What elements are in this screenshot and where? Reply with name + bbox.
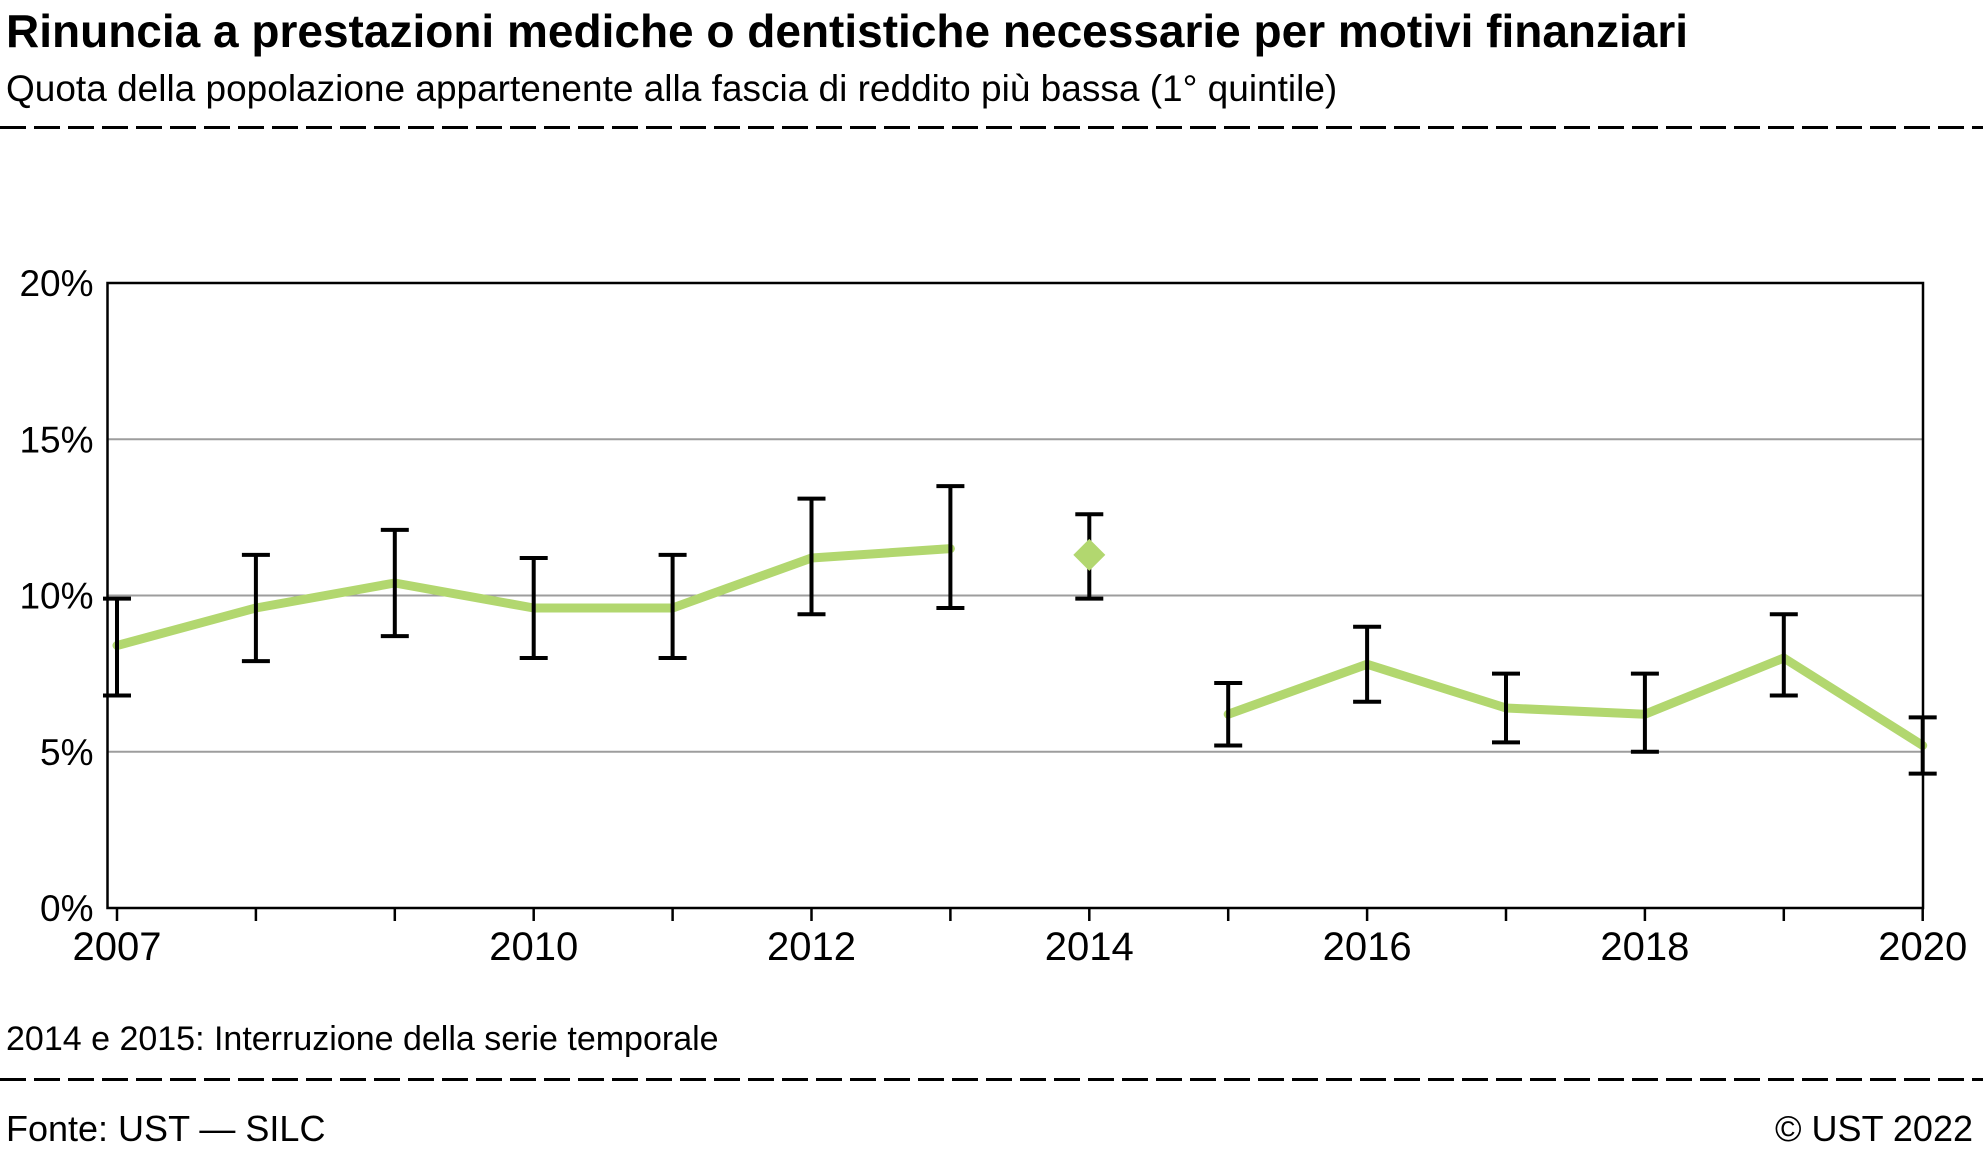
chart-footnote: 2014 e 2015: Interruzione della serie te…: [6, 1020, 719, 1058]
y-tick-label: 0%: [40, 888, 93, 929]
x-tick-label: 2016: [1323, 925, 1412, 969]
series-line: [1223, 653, 1928, 750]
x-tick-label: 2014: [1045, 925, 1134, 969]
y-tick-label: 20%: [19, 263, 93, 304]
break-marker-diamond: [1073, 538, 1106, 571]
x-tick-label: 2018: [1600, 925, 1689, 969]
copyright-label: © UST 2022: [1775, 1108, 1973, 1149]
source-label: Fonte: UST — SILC: [6, 1108, 326, 1149]
header-divider: [0, 126, 1983, 129]
line-chart: 0% 5% 10% 15% 20% 2007 2010 2012 2014 2016 2018 202…: [19, 263, 1967, 969]
page-title: Rinuncia a prestazioni mediche o dentist…: [6, 5, 1689, 57]
x-tick-label: 2010: [489, 925, 578, 969]
x-tick-label: 2007: [73, 925, 162, 969]
plot-border: [106, 281, 1925, 910]
page-subtitle: Quota della popolazione appartenente all…: [6, 68, 1338, 109]
x-tick-label: 2012: [767, 925, 856, 969]
y-tick-label: 15%: [19, 419, 93, 460]
y-tick-label: 5%: [40, 732, 93, 773]
footer-divider: [0, 1078, 1983, 1081]
y-tick-label: 10%: [19, 576, 93, 617]
x-tick-label: 2020: [1878, 925, 1967, 969]
